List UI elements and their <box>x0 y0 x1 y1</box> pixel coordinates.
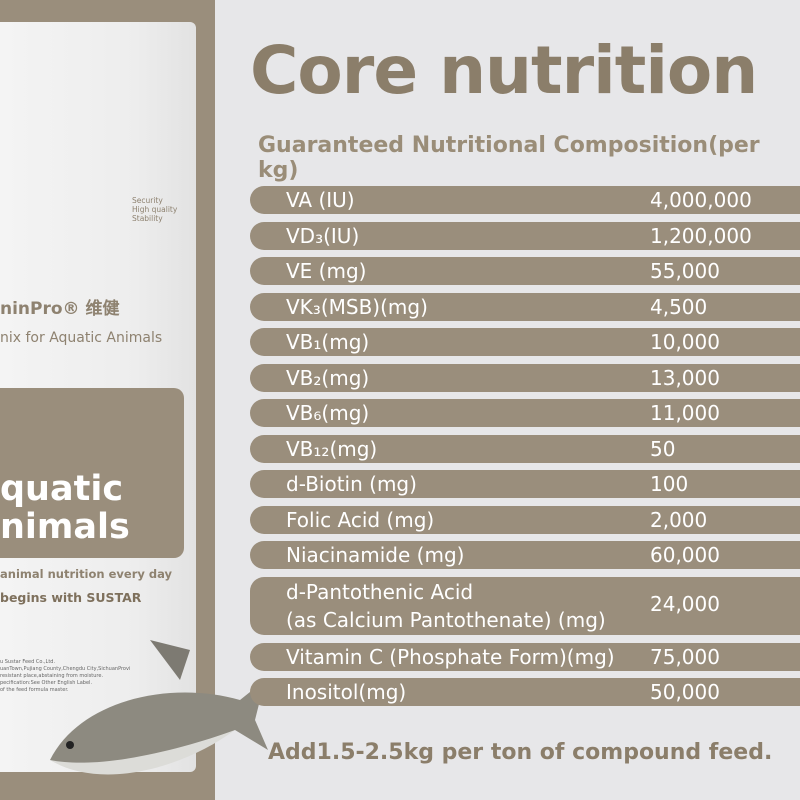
bag-slogan: begins with SUSTAR <box>0 590 142 605</box>
nutrient-value: 4,000,000 <box>650 188 752 212</box>
nutrient-label: VA (IU) <box>286 188 355 212</box>
nutrient-label: VB₁₂(mg) <box>286 437 377 461</box>
label-line: VE (mg) <box>286 259 367 283</box>
nutrition-row: VA (IU) 4,000,000 <box>250 186 800 214</box>
label-line: VA (IU) <box>286 188 355 212</box>
nutrition-row: VB₂(mg) 13,000 <box>250 363 800 392</box>
label-line: Vitamin C (Phosphate Form)(mg) <box>286 644 615 669</box>
page-subtitle: Guaranteed Nutritional Composition(per k… <box>258 133 760 183</box>
nutrient-label: VK₃(MSB)(mg) <box>286 295 428 319</box>
fine-line: resistant place,abstaining from moisture… <box>0 673 104 679</box>
nutrient-label: Vitamin C (Phosphate Form)(mg) <box>286 645 615 669</box>
nutrient-value: 100 <box>650 472 689 496</box>
label-line: VB₁(mg) <box>286 330 370 354</box>
nutrition-row: Folic Acid (mg) 2,000 <box>250 505 800 534</box>
fine-line: u Sustar Feed Co.,Ltd. <box>0 659 56 665</box>
nutrient-label: d-Pantothenic Acid (as Calcium Pantothena… <box>286 578 606 634</box>
nutrition-row: VB₆(mg) 11,000 <box>250 399 800 427</box>
nutrient-value: 11,000 <box>650 401 720 425</box>
nutrient-label: VB₆(mg) <box>286 401 369 425</box>
label-line: VD₃(IU) <box>286 223 360 248</box>
label-line: d-Pantothenic Acid <box>286 579 474 604</box>
tag: High quality <box>132 205 178 214</box>
label-line: VK₃(MSB)(mg) <box>286 294 428 319</box>
nutrient-value: 60,000 <box>650 543 720 567</box>
nutrient-label: d-Biotin (mg) <box>286 472 417 496</box>
label-line: VB₁₂(mg) <box>286 436 378 461</box>
nutrient-label: VB₁(mg) <box>286 330 369 354</box>
bag-slogan: animal nutrition every day <box>0 567 172 581</box>
nutrition-row: Vitamin C (Phosphate Form)(mg) 75,000 <box>250 642 800 671</box>
nutrient-value: 55,000 <box>650 259 720 283</box>
bag-fine-print: u Sustar Feed Co.,Ltd. uanTown,Pujiang C… <box>0 659 130 694</box>
nutrition-row: Inositol(mg) 50,000 <box>250 678 800 706</box>
label-line: (as Calcium Pantothenate) (mg) <box>286 607 606 632</box>
nutrition-row: d-Pantothenic Acid (as Calcium Pantothena… <box>250 576 800 635</box>
nutrient-label: Folic Acid (mg) <box>286 508 434 532</box>
dosage-note: Add1.5-2.5kg per ton of compound feed. <box>268 740 773 765</box>
nutrient-value: 1,200,000 <box>650 223 752 248</box>
product-bag: Security High quality Stability ninPro® … <box>0 22 196 772</box>
tag: Security <box>132 196 163 205</box>
nutrition-row: VD₃(IU) 1,200,000 <box>250 221 800 250</box>
nutrient-value: 4,500 <box>650 294 708 319</box>
nutrient-value: 50,000 <box>650 680 720 704</box>
nutrient-label: Niacinamide (mg) <box>286 543 464 567</box>
bag-big-text: nimals <box>0 507 130 547</box>
label-line: Niacinamide (mg) <box>286 543 465 567</box>
label-line: VB₆(mg) <box>286 401 370 425</box>
nutrition-row: VB₁₂(mg) 50 <box>250 434 800 463</box>
nutrient-value: 75,000 <box>650 644 720 669</box>
label-line: d-Biotin (mg) <box>286 472 417 496</box>
nutrition-row: VB₁(mg) 10,000 <box>250 328 800 356</box>
bag-subtitle: nix for Aquatic Animals <box>0 330 163 346</box>
nutrient-label: VB₂(mg) <box>286 366 369 390</box>
fine-line: of the feed formula master. <box>0 687 69 693</box>
nutrient-label: Inositol(mg) <box>286 680 406 704</box>
bag-label-box: quatic nimals <box>0 388 184 558</box>
nutrition-row: Niacinamide (mg) 60,000 <box>250 541 800 569</box>
nutrition-row: d-Biotin (mg) 100 <box>250 470 800 498</box>
nutrient-label: VD₃(IU) <box>286 224 359 248</box>
nutrient-value: 50 <box>650 436 676 461</box>
bag-brand: ninPro® 维健 <box>0 299 120 319</box>
bag-big-text: quatic <box>0 469 124 509</box>
nutrient-value: 10,000 <box>650 330 720 354</box>
page-title: Core nutrition <box>250 32 758 109</box>
salmon-image <box>50 640 268 775</box>
tag: Stability <box>132 214 163 223</box>
nutrient-label: VE (mg) <box>286 259 366 283</box>
fine-line: uanTown,Pujiang County,Chengdu City,Sich… <box>0 666 131 672</box>
nutrient-value: 24,000 <box>650 591 720 616</box>
nutrient-value: 13,000 <box>650 365 720 390</box>
label-line: Inositol(mg) <box>286 680 407 704</box>
nutrition-row: VE (mg) 55,000 <box>250 257 800 285</box>
bag-tags: Security High quality Stability <box>132 196 177 223</box>
label-line: VB₂(mg) <box>286 365 370 390</box>
nutrient-value: 2,000 <box>650 507 708 532</box>
nutrition-row: VK₃(MSB)(mg) 4,500 <box>250 292 800 321</box>
fine-line: pecification:See Other English Label. <box>0 680 93 686</box>
label-line: Folic Acid (mg) <box>286 507 435 532</box>
